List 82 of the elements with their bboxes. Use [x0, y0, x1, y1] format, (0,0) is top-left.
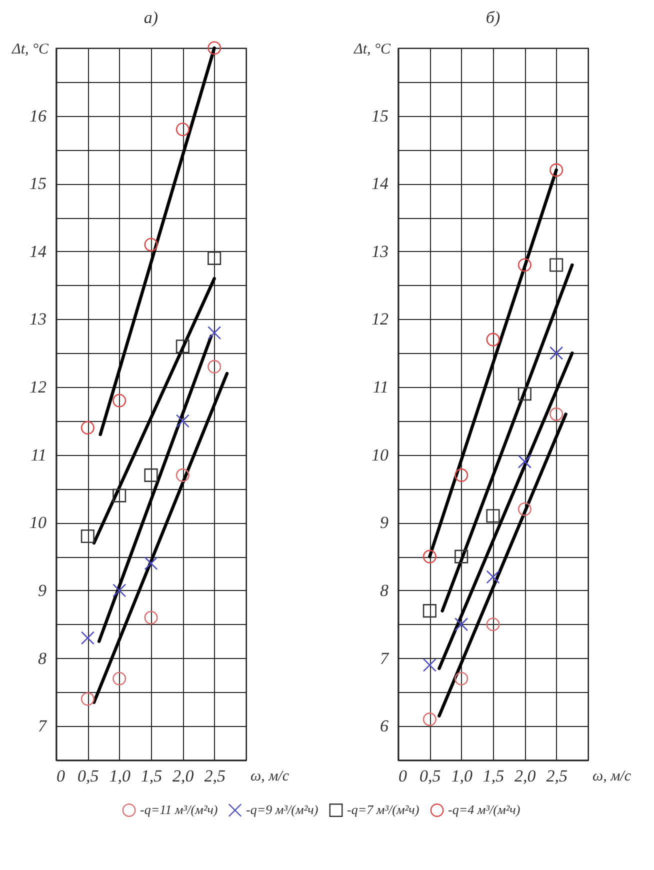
y-tick-label: 15: [30, 174, 46, 194]
x-tick-label: 0: [56, 766, 66, 786]
point: [486, 509, 500, 523]
point: [208, 360, 222, 374]
chart-title: б): [486, 8, 500, 27]
y-tick-label: 14: [372, 174, 389, 194]
x-tick-label: 2,0: [514, 766, 536, 786]
y-tick-label: 11: [30, 445, 46, 464]
y-tick-label: 13: [30, 310, 46, 329]
legend-label: -q=9 м³/(м²ч): [246, 802, 318, 818]
y-tick-label: 12: [30, 378, 47, 397]
point: [486, 332, 500, 346]
point: [550, 407, 564, 421]
point: [112, 672, 126, 686]
y-tick-label: 12: [372, 310, 389, 329]
x-tick-label: 2,5: [204, 766, 226, 786]
y-tick-label: 10: [30, 513, 47, 532]
point: [208, 41, 222, 55]
point: [112, 394, 126, 408]
point: [454, 618, 468, 632]
point: [80, 692, 94, 706]
y-tick-label: 14: [30, 242, 47, 261]
point: [176, 122, 190, 136]
point: [176, 468, 190, 482]
point: [112, 584, 126, 598]
y-tick-label: 7: [380, 648, 390, 668]
point: [176, 414, 190, 428]
point: [454, 672, 468, 686]
point: [144, 468, 158, 482]
legend-label: -q=11 м³/(м²ч): [140, 802, 218, 818]
point: [422, 712, 436, 726]
point: [80, 631, 94, 645]
point: [208, 251, 222, 265]
point: [550, 346, 564, 360]
point: [144, 610, 158, 624]
legend-label: -q=7 м³/(м²ч): [347, 802, 420, 818]
point: [144, 556, 158, 570]
x-tick-label: 0,5: [420, 766, 441, 786]
y-tick-label: 9: [38, 580, 47, 600]
point: [80, 420, 94, 434]
y-tick-label: 15: [372, 106, 388, 126]
point: [518, 258, 532, 272]
point: [518, 502, 532, 516]
point: [422, 550, 436, 564]
y-tick-label: 10: [372, 445, 389, 464]
y-tick-label: 6: [380, 716, 389, 736]
point: [486, 618, 500, 632]
y-tick-label: 11: [372, 378, 388, 397]
point: [454, 550, 468, 564]
x-tick-label: 0,5: [78, 766, 99, 786]
x-tick-label: 2,5: [546, 766, 568, 786]
x-tick-label: 1,0: [451, 766, 473, 786]
y-axis-title: Δt, °C: [11, 42, 50, 58]
x-tick-label: 2,0: [172, 766, 194, 786]
point: [518, 454, 532, 468]
point: [550, 163, 564, 177]
x-tick-label: 0: [398, 766, 408, 786]
point: [80, 529, 94, 543]
point: [486, 570, 500, 584]
y-tick-label: 8: [38, 648, 47, 668]
point: [176, 340, 190, 354]
x-axis-title: ω, м/с: [592, 768, 632, 784]
point: [518, 387, 532, 401]
point: [550, 258, 564, 272]
y-tick-label: 16: [30, 106, 47, 126]
y-axis-title: Δt, °C: [353, 42, 392, 58]
legend-label: -q=4 м³/(м²ч): [448, 802, 520, 818]
y-tick-label: 8: [380, 580, 389, 600]
point: [144, 238, 158, 252]
chart-title: а): [144, 8, 158, 27]
y-tick-label: 9: [380, 513, 389, 532]
y-tick-label: 7: [38, 716, 48, 736]
point: [454, 468, 468, 482]
y-tick-label: 13: [372, 242, 388, 261]
point: [208, 326, 222, 340]
point: [422, 658, 436, 672]
x-axis-title: ω, м/с: [250, 768, 290, 784]
x-tick-label: 1,5: [482, 766, 504, 786]
point: [112, 488, 126, 502]
x-tick-label: 1,5: [140, 766, 162, 786]
point: [422, 604, 436, 618]
x-tick-label: 1,0: [109, 766, 131, 786]
